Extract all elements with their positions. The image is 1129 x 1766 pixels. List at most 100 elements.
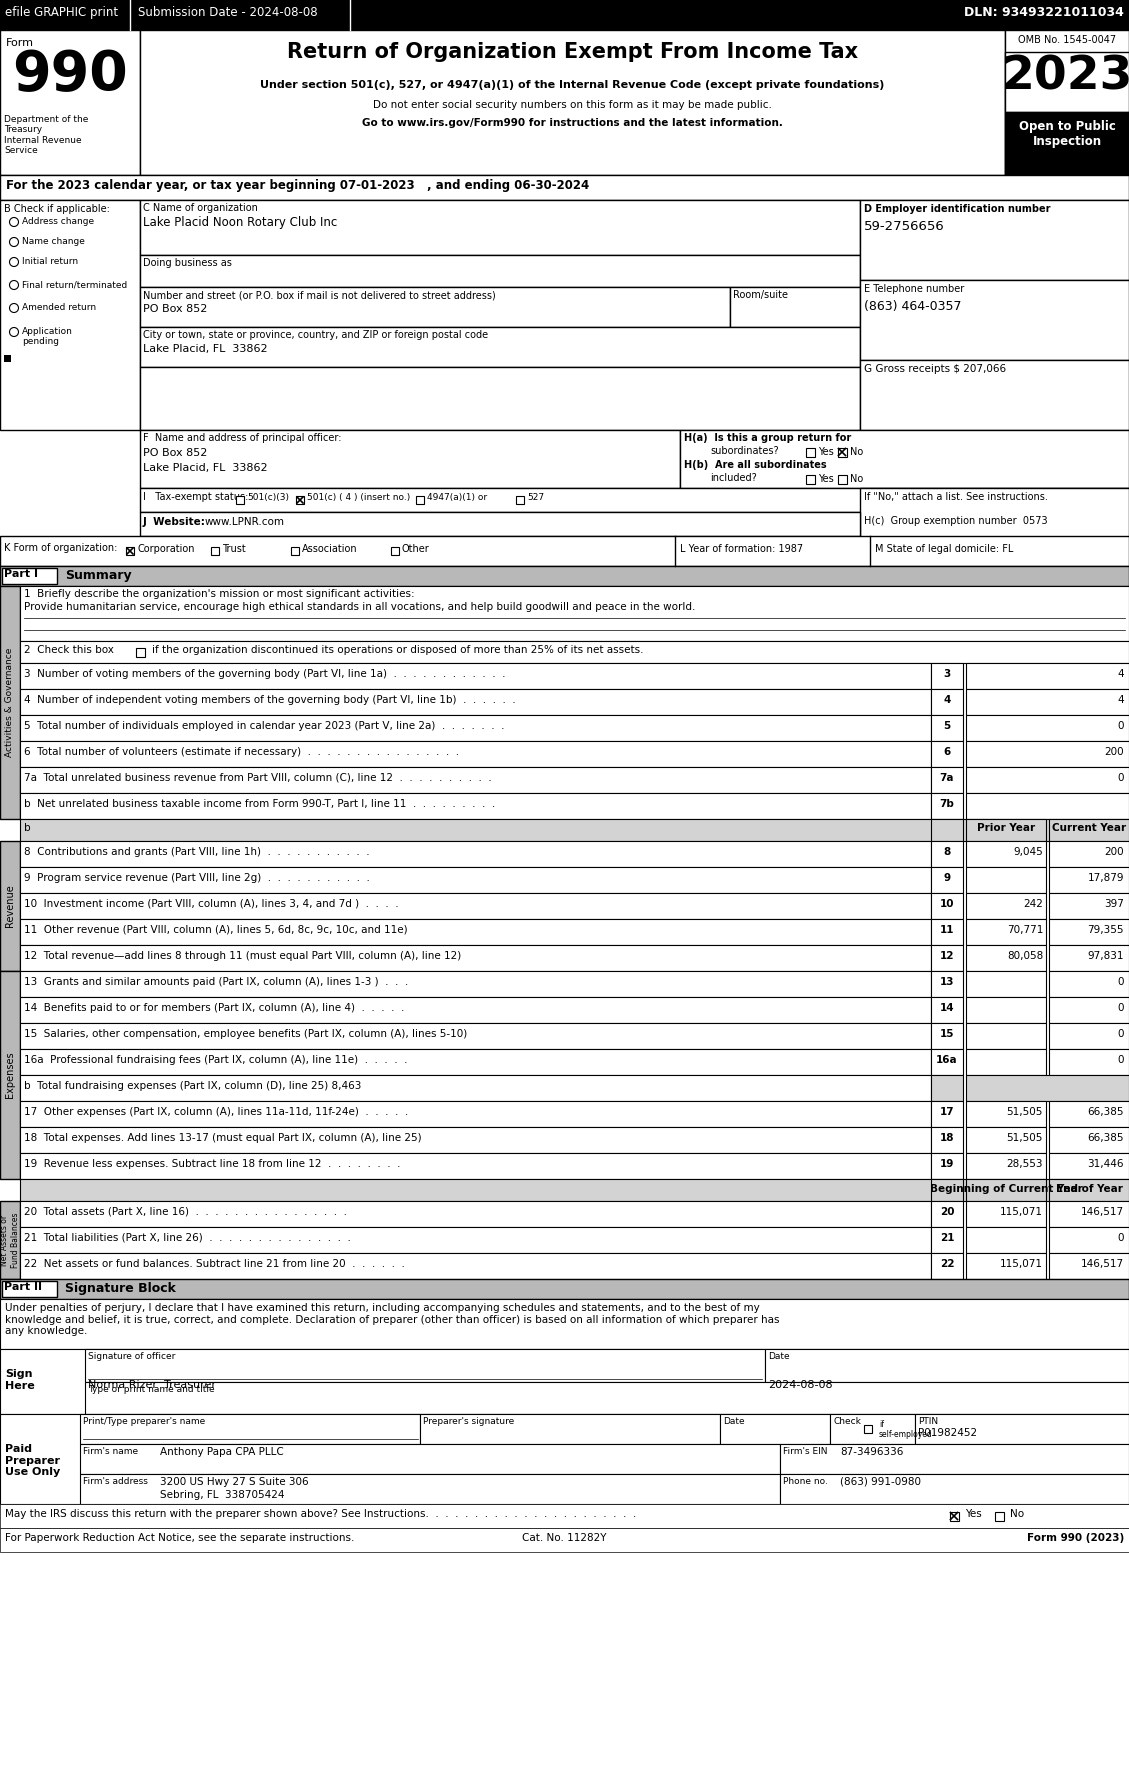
Text: B Check if applicable:: B Check if applicable: (5, 205, 110, 214)
Text: 28,553: 28,553 (1006, 1158, 1043, 1169)
Bar (140, 30, 1005, 175)
Bar (780, 1475, 1129, 1505)
Text: 31,446: 31,446 (1087, 1158, 1124, 1169)
Text: Net Assets or
Fund Balances: Net Assets or Fund Balances (0, 1211, 19, 1268)
Text: 10  Investment income (Part VIII, column (A), lines 3, 4, and 7d )  .  .  .  .: 10 Investment income (Part VIII, column … (24, 899, 399, 909)
Bar (1049, 945, 1129, 971)
Bar (20, 819, 1129, 841)
Text: Room/suite: Room/suite (733, 290, 788, 300)
Text: b: b (24, 823, 30, 834)
Text: subordinates?: subordinates? (710, 447, 779, 456)
Text: Date: Date (768, 1353, 789, 1362)
Bar (864, 1425, 872, 1432)
Text: Under penalties of perjury, I declare that I have examined this return, includin: Under penalties of perjury, I declare th… (5, 1303, 779, 1337)
Text: 242: 242 (1023, 899, 1043, 909)
Text: Association: Association (301, 544, 358, 555)
Text: Current Year: Current Year (1052, 823, 1126, 834)
Bar (20, 1049, 931, 1075)
Text: Lake Placid, FL  33862: Lake Placid, FL 33862 (143, 344, 268, 353)
Text: 146,517: 146,517 (1080, 1259, 1124, 1270)
Circle shape (9, 304, 18, 313)
Text: Signature Block: Signature Block (65, 1282, 176, 1294)
Bar (140, 487, 1129, 512)
Text: Firm's address: Firm's address (84, 1476, 148, 1485)
Bar (0, 565, 1129, 586)
Text: 0: 0 (1118, 1233, 1124, 1243)
Bar (931, 766, 963, 793)
Bar (966, 662, 1129, 689)
Bar (966, 867, 1045, 894)
Text: Part II: Part II (5, 1282, 42, 1293)
Text: 13  Grants and similar amounts paid (Part IX, column (A), lines 1-3 )  .  .  .: 13 Grants and similar amounts paid (Part… (24, 977, 409, 987)
Text: 2  Check this box: 2 Check this box (24, 645, 114, 655)
Text: Part I: Part I (5, 569, 38, 579)
Text: PO Box 852: PO Box 852 (143, 449, 208, 457)
Bar (931, 1254, 963, 1279)
Bar (135, 648, 145, 657)
Text: 14  Benefits paid to or for members (Part IX, column (A), line 4)  .  .  .  .  .: 14 Benefits paid to or for members (Part… (24, 1003, 404, 1014)
Bar (931, 1227, 963, 1254)
Text: No: No (1010, 1508, 1024, 1519)
Bar (0, 30, 1129, 175)
Text: 12  Total revenue—add lines 8 through 11 (must equal Part VIII, column (A), line: 12 Total revenue—add lines 8 through 11 … (24, 952, 462, 961)
Text: Check: Check (833, 1416, 861, 1425)
Text: b  Total fundraising expenses (Part IX, column (D), line 25) 8,463: b Total fundraising expenses (Part IX, c… (24, 1081, 361, 1091)
Text: 200: 200 (1104, 848, 1124, 857)
Bar (966, 918, 1045, 945)
Text: 8  Contributions and grants (Part VIII, line 1h)  .  .  .  .  .  .  .  .  .  .  : 8 Contributions and grants (Part VIII, l… (24, 848, 369, 857)
Bar (931, 1201, 963, 1227)
Text: Form 990 (2023): Form 990 (2023) (1026, 1533, 1124, 1543)
Text: 1  Briefly describe the organization's mission or most significant activities:: 1 Briefly describe the organization's mi… (24, 590, 414, 599)
Bar (966, 998, 1045, 1023)
Bar (1049, 1100, 1129, 1127)
Bar (1049, 819, 1129, 841)
Text: Department of the
Treasury
Internal Revenue
Service: Department of the Treasury Internal Reve… (5, 115, 88, 155)
Text: DLN: 93493221011034: DLN: 93493221011034 (964, 5, 1124, 19)
Bar (931, 945, 963, 971)
Text: 3: 3 (944, 669, 951, 678)
Text: OMB No. 1545-0047: OMB No. 1545-0047 (1018, 35, 1117, 44)
Text: 7a  Total unrelated business revenue from Part VIII, column (C), line 12  .  .  : 7a Total unrelated business revenue from… (24, 774, 492, 782)
Text: Prior Year: Prior Year (977, 823, 1035, 834)
Text: 5: 5 (944, 721, 951, 731)
Bar (20, 1100, 931, 1127)
Bar (966, 1049, 1045, 1075)
Text: Corporation: Corporation (137, 544, 194, 555)
Bar (0, 1505, 1129, 1528)
Text: End of Year: End of Year (1056, 1183, 1122, 1194)
Bar (140, 512, 860, 537)
Bar (1005, 111, 1129, 175)
Text: Yes: Yes (819, 473, 833, 484)
Circle shape (9, 217, 18, 226)
Bar (966, 1180, 1045, 1201)
Bar (0, 0, 1129, 30)
Bar (1049, 1153, 1129, 1180)
Text: included?: included? (710, 473, 756, 482)
Text: 13: 13 (939, 977, 954, 987)
Text: Number and street (or P.O. box if mail is not delivered to street address): Number and street (or P.O. box if mail i… (143, 290, 496, 300)
Bar (966, 766, 1129, 793)
Text: 14: 14 (939, 1003, 954, 1014)
Bar (1049, 1127, 1129, 1153)
Bar (140, 200, 860, 254)
Bar (860, 281, 1129, 360)
Text: Firm's name: Firm's name (84, 1446, 138, 1455)
Bar (516, 496, 524, 503)
Bar (0, 1349, 1129, 1415)
Bar (966, 742, 1129, 766)
Text: 20: 20 (939, 1206, 954, 1217)
Text: D Employer identification number: D Employer identification number (864, 205, 1050, 214)
Bar (20, 1153, 931, 1180)
Bar (830, 1415, 914, 1445)
Bar (966, 945, 1045, 971)
Text: (863) 991-0980: (863) 991-0980 (840, 1476, 921, 1487)
Text: Lake Placid, FL  33862: Lake Placid, FL 33862 (143, 463, 268, 473)
Bar (780, 1445, 1129, 1475)
Text: Open to Public
Inspection: Open to Public Inspection (1018, 120, 1115, 148)
Text: 4  Number of independent voting members of the governing body (Part VI, line 1b): 4 Number of independent voting members o… (24, 696, 516, 705)
Text: City or town, state or province, country, and ZIP or foreign postal code: City or town, state or province, country… (143, 330, 488, 341)
Bar (415, 496, 425, 503)
Text: 115,071: 115,071 (1000, 1259, 1043, 1270)
Text: 2024-08-08: 2024-08-08 (768, 1379, 832, 1390)
Bar (966, 1075, 1129, 1100)
